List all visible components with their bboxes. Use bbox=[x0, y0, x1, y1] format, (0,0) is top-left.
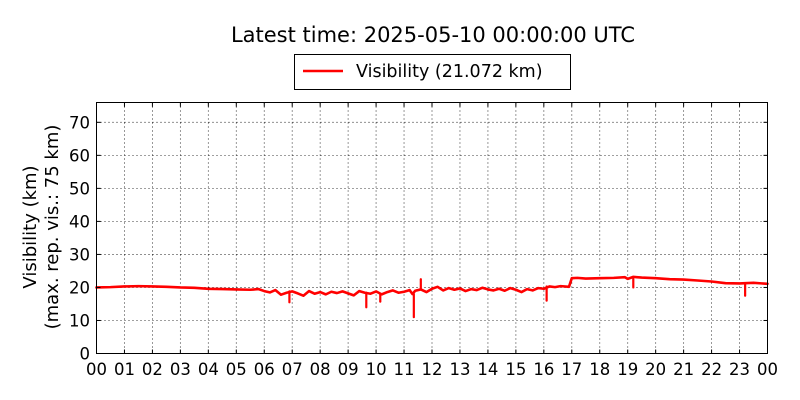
x-tick-label: 14 bbox=[477, 360, 498, 379]
x-tick-label: 20 bbox=[645, 360, 666, 379]
y-tick-label: 50 bbox=[69, 179, 90, 198]
legend: Visibility (21.072 km) bbox=[294, 54, 571, 90]
y-tick-label: 40 bbox=[69, 212, 90, 231]
plot-area-frame bbox=[96, 102, 768, 354]
x-tick-label: 00 bbox=[86, 360, 107, 379]
y-axis-label-line-1: Visibility (km) bbox=[20, 165, 41, 288]
x-tick-label: 15 bbox=[505, 360, 526, 379]
chart-title: Latest time: 2025-05-10 00:00:00 UTC bbox=[231, 23, 635, 47]
grid-lines bbox=[96, 102, 768, 354]
x-tick-label: 00 bbox=[757, 360, 778, 379]
x-tick-label: 21 bbox=[673, 360, 694, 379]
y-tick-label: 60 bbox=[69, 146, 90, 165]
x-tick-label: 22 bbox=[701, 360, 722, 379]
axis-tick-labels: 00 01 02 03 04 05 06 07 08 09 10 11 12 13 14 15 16 17 18 19… bbox=[69, 113, 778, 379]
axis-ticks bbox=[96, 102, 768, 354]
x-tick-label: 03 bbox=[170, 360, 191, 379]
x-tick-label: 17 bbox=[561, 360, 582, 379]
y-tick-label: 0 bbox=[80, 345, 91, 364]
x-tick-label: 12 bbox=[422, 360, 443, 379]
x-tick-label: 01 bbox=[114, 360, 135, 379]
x-tick-label: 02 bbox=[142, 360, 163, 379]
y-tick-label: 70 bbox=[69, 113, 90, 132]
x-tick-label: 23 bbox=[729, 360, 750, 379]
y-axis-label: Visibility (km) (max. rep. vis.: 75 km) bbox=[20, 125, 63, 330]
x-tick-label: 18 bbox=[589, 360, 610, 379]
x-tick-label: 13 bbox=[449, 360, 470, 379]
x-tick-label: 06 bbox=[254, 360, 275, 379]
x-tick-label: 16 bbox=[533, 360, 554, 379]
series-line-0 bbox=[95, 275, 769, 298]
x-tick-label: 04 bbox=[198, 360, 219, 379]
y-tick-label: 30 bbox=[69, 245, 90, 264]
legend-series-label: Visibility (21.072 km) bbox=[356, 62, 543, 82]
y-tick-label: 20 bbox=[69, 278, 90, 297]
series-layer bbox=[95, 275, 769, 319]
x-tick-label: 19 bbox=[617, 360, 638, 379]
x-tick-label: 08 bbox=[310, 360, 331, 379]
y-axis-label-line-2: (max. rep. vis.: 75 km) bbox=[42, 125, 63, 330]
x-tick-label: 09 bbox=[338, 360, 359, 379]
y-tick-label: 10 bbox=[69, 311, 90, 330]
x-tick-label: 07 bbox=[282, 360, 303, 379]
x-tick-label: 05 bbox=[226, 360, 247, 379]
x-tick-label: 10 bbox=[366, 360, 387, 379]
x-tick-label: 11 bbox=[394, 360, 415, 379]
